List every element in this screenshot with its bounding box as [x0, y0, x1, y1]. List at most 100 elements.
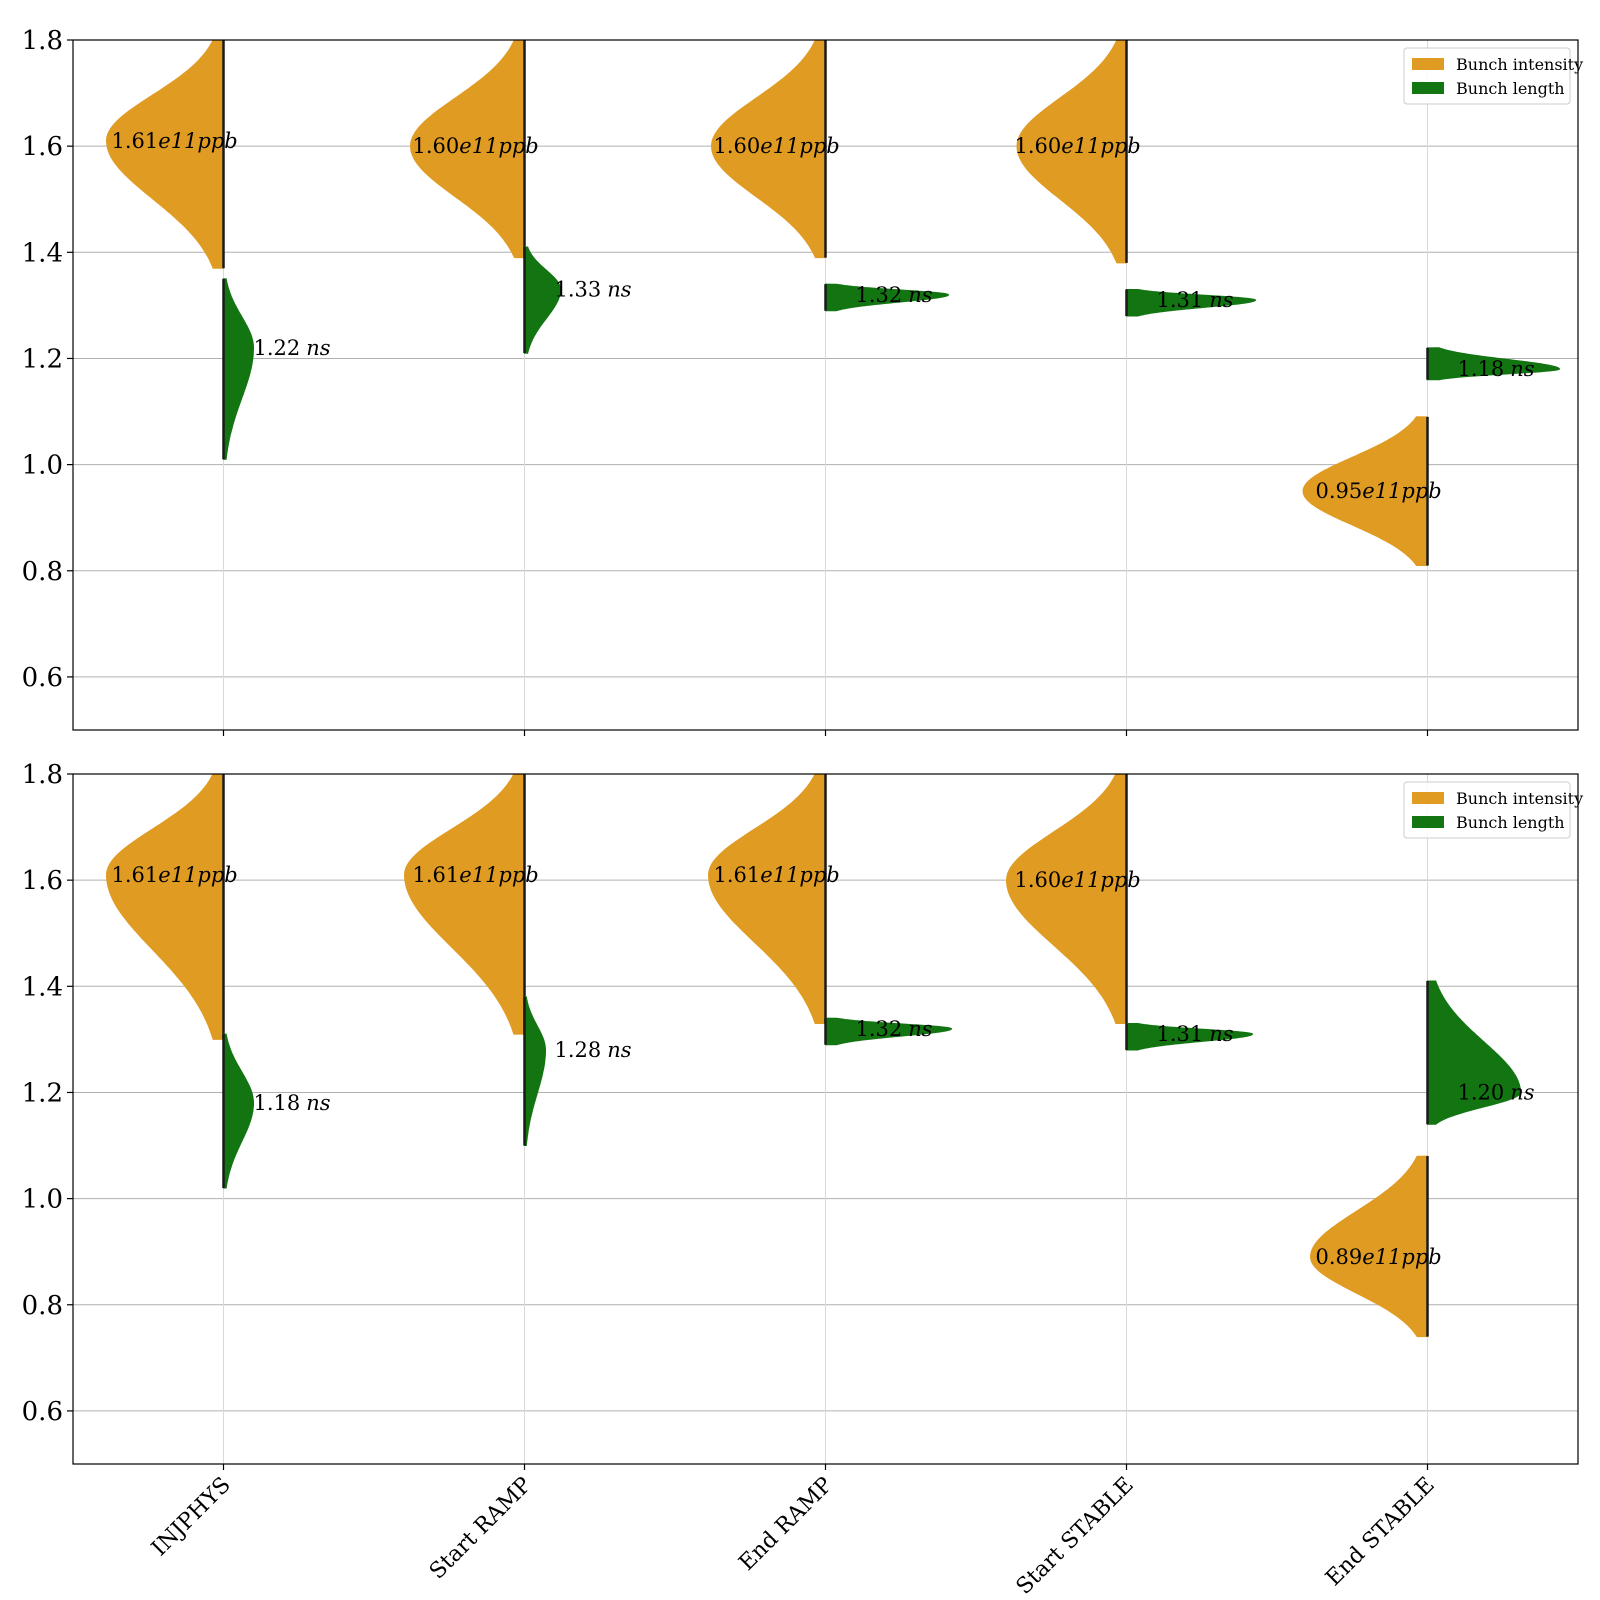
y-tick-label: 0.8	[22, 557, 63, 587]
legend: Bunch intensity Bunch length	[1403, 47, 1583, 105]
length-violin-4	[1427, 347, 1561, 381]
median-unit: e11ppb	[1362, 479, 1441, 503]
y-tick-label: 1.8	[22, 760, 63, 790]
median-unit: e11ppb	[459, 134, 538, 158]
y-tick-label: 0.6	[22, 1397, 63, 1427]
median-unit: ns	[1510, 1080, 1535, 1104]
y-tick-label: 1.2	[22, 1078, 63, 1108]
legend-box	[1403, 781, 1571, 839]
intensity-median-label-2: 1.60e11ppb	[714, 134, 840, 158]
y-tick-label: 1.2	[22, 344, 63, 374]
median-unit: e11ppb	[158, 863, 237, 887]
median-value: 1.60	[714, 134, 761, 158]
length-median-label-2: 1.32 ns	[856, 283, 933, 307]
length-median-label-1: 1.33 ns	[555, 277, 632, 301]
legend-swatch	[1412, 82, 1444, 94]
median-unit: ns	[1209, 288, 1234, 312]
median-unit: e11ppb	[459, 863, 538, 887]
intensity-median-label-1: 1.61e11ppb	[413, 863, 539, 887]
length-violin-0	[223, 1033, 254, 1189]
median-unit: ns	[908, 1017, 933, 1041]
y-tick-label: 1.4	[22, 972, 63, 1002]
intensity-median-label-3: 1.60e11ppb	[1015, 134, 1141, 158]
median-value: 1.61	[112, 863, 159, 887]
length-median-label-2: 1.32 ns	[856, 1017, 933, 1041]
intensity-violin-3	[1016, 40, 1127, 264]
median-value: 1.60	[1015, 868, 1062, 892]
legend-box	[1403, 47, 1571, 105]
top-panel: 1.61e11ppb 1.60e11ppb 1.60e11ppb 1.60e11ppb…	[22, 26, 1583, 736]
median-unit: e11ppb	[1362, 1245, 1441, 1269]
median-value: 1.31	[1157, 1022, 1204, 1046]
median-unit: e11ppb	[760, 863, 839, 887]
intensity-median-label-3: 1.60e11ppb	[1015, 868, 1141, 892]
length-violin-4	[1427, 980, 1522, 1125]
median-value: 0.89	[1316, 1245, 1363, 1269]
legend-swatch	[1412, 792, 1444, 804]
bottom-panel: 1.61e11ppb 1.61e11ppb 1.61e11ppb 1.60e11ppb…	[22, 760, 1584, 1600]
length-violin-0	[223, 278, 254, 460]
length-violin-1	[524, 246, 561, 354]
length-median-label-0: 1.18 ns	[254, 1091, 331, 1115]
intensity-median-label-4: 0.95e11ppb	[1316, 479, 1442, 503]
intensity-median-label-1: 1.60e11ppb	[413, 134, 539, 158]
length-violin-1	[524, 996, 546, 1147]
length-median-label-1: 1.28 ns	[555, 1038, 632, 1062]
y-tick-label: 0.6	[22, 663, 63, 693]
median-value: 1.31	[1157, 288, 1204, 312]
intensity-median-label-0: 1.61e11ppb	[112, 863, 238, 887]
legend-label: Bunch length	[1456, 813, 1565, 832]
median-unit: ns	[1510, 357, 1535, 381]
legend-swatch	[1412, 58, 1444, 70]
length-violin-2	[825, 1017, 953, 1046]
median-value: 1.32	[856, 283, 903, 307]
y-tick-label: 1.0	[22, 1185, 63, 1215]
median-value: 1.60	[413, 134, 460, 158]
intensity-violin-2	[707, 774, 826, 1025]
length-violin-3	[1126, 288, 1257, 317]
median-value: 1.33	[555, 277, 602, 301]
median-value: 1.32	[856, 1017, 903, 1041]
median-unit: e11ppb	[158, 129, 237, 153]
plot-area	[106, 774, 1522, 1338]
median-unit: e11ppb	[760, 134, 839, 158]
intensity-violin-1	[409, 40, 525, 259]
length-median-label-0: 1.22 ns	[254, 336, 331, 360]
intensity-violin-0	[105, 40, 224, 269]
length-median-label-4: 1.20 ns	[1458, 1080, 1535, 1104]
length-median-label-3: 1.31 ns	[1157, 288, 1234, 312]
intensity-violin-2	[710, 40, 826, 259]
length-violin-2	[825, 283, 950, 312]
intensity-violin-0	[106, 774, 224, 1040]
intensity-median-label-2: 1.61e11ppb	[714, 863, 840, 887]
median-value: 1.60	[1015, 134, 1062, 158]
intensity-violin-1	[403, 774, 525, 1035]
median-unit: ns	[1209, 1022, 1234, 1046]
y-tick-label: 1.0	[22, 451, 63, 481]
median-value: 1.61	[714, 863, 761, 887]
median-value: 1.22	[254, 336, 301, 360]
median-unit: e11ppb	[1061, 134, 1140, 158]
median-value: 1.61	[413, 863, 460, 887]
legend-label: Bunch length	[1456, 79, 1565, 98]
legend-label: Bunch intensity	[1456, 55, 1583, 74]
length-violin-3	[1126, 1022, 1254, 1051]
length-median-label-3: 1.31 ns	[1157, 1022, 1234, 1046]
median-value: 0.95	[1316, 479, 1363, 503]
intensity-violin-4	[1302, 416, 1428, 567]
median-unit: ns	[306, 336, 331, 360]
y-tick-label: 1.8	[22, 26, 63, 56]
median-value: 1.61	[112, 129, 159, 153]
legend-label: Bunch intensity	[1456, 789, 1583, 808]
length-median-label-4: 1.18 ns	[1458, 357, 1535, 381]
median-unit: ns	[306, 1091, 331, 1115]
legend-swatch	[1412, 816, 1444, 828]
median-unit: ns	[908, 283, 933, 307]
legend: Bunch intensity Bunch length	[1403, 781, 1583, 839]
median-unit: e11ppb	[1061, 868, 1140, 892]
median-value: 1.18	[254, 1091, 301, 1115]
plot-area	[105, 40, 1561, 567]
median-value: 1.18	[1458, 357, 1505, 381]
y-tick-label: 1.4	[22, 238, 63, 268]
